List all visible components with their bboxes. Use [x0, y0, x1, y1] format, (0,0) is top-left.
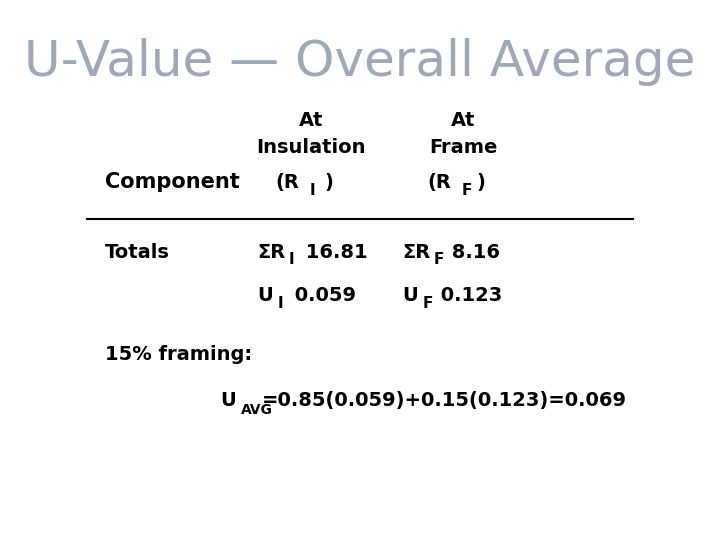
Text: F: F — [462, 183, 472, 198]
Text: Frame: Frame — [429, 138, 498, 157]
Text: (R: (R — [276, 173, 300, 192]
Text: ΣR: ΣR — [402, 243, 431, 262]
Text: U: U — [257, 286, 273, 305]
Text: Component: Component — [105, 172, 240, 192]
Text: Insulation: Insulation — [257, 138, 366, 157]
Text: I: I — [277, 295, 283, 310]
Text: F: F — [434, 252, 444, 267]
Text: 16.81: 16.81 — [300, 243, 368, 262]
Text: ): ) — [477, 173, 485, 192]
Text: =0.85(0.059)+0.15(0.123)=0.069: =0.85(0.059)+0.15(0.123)=0.069 — [262, 392, 626, 410]
Text: At: At — [451, 111, 475, 130]
Text: ): ) — [325, 173, 333, 192]
Text: 15% framing:: 15% framing: — [105, 346, 252, 365]
Text: U: U — [220, 392, 236, 410]
Text: I: I — [289, 252, 294, 267]
Text: F: F — [423, 295, 433, 310]
Text: I: I — [310, 183, 315, 198]
Text: U: U — [402, 286, 418, 305]
Text: 0.123: 0.123 — [434, 286, 503, 305]
Text: 0.059: 0.059 — [289, 286, 356, 305]
Text: 8.16: 8.16 — [445, 243, 500, 262]
Text: U-Value — Overall Average: U-Value — Overall Average — [24, 38, 696, 86]
Text: AVG: AVG — [240, 403, 272, 417]
Text: At: At — [300, 111, 324, 130]
Text: Totals: Totals — [105, 243, 170, 262]
Text: ΣR: ΣR — [257, 243, 285, 262]
Text: (R: (R — [427, 173, 451, 192]
